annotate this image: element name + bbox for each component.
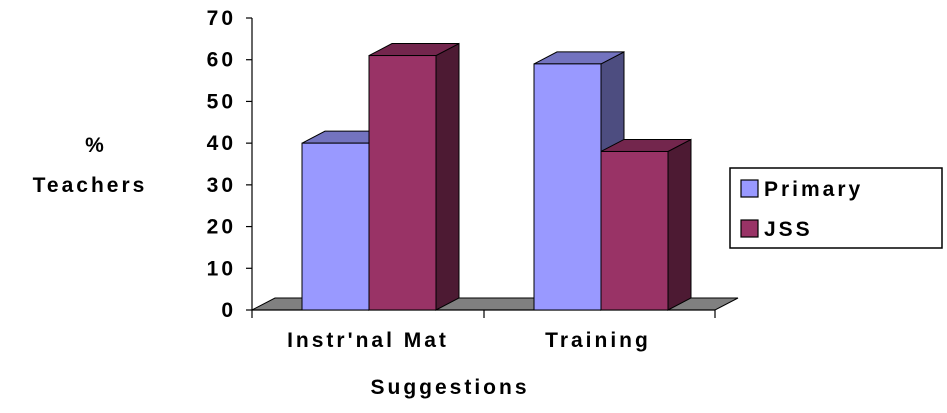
legend-swatch-jss [740, 219, 759, 238]
bar-front-face [600, 150, 669, 311]
legend-label-jss: JSS [764, 218, 813, 241]
x-axis-title: Suggestions [370, 376, 529, 399]
bar-front-face [533, 63, 602, 311]
y-axis-title-line-1: % [85, 134, 107, 157]
bar-side-face [667, 138, 692, 311]
bar [600, 138, 692, 311]
legend-swatch-primary [740, 179, 759, 198]
y-tick-label: 0 [221, 299, 236, 322]
x-axis: Instr'nal Mat Training [251, 310, 716, 352]
bar [368, 42, 460, 311]
bars-group [301, 42, 692, 311]
legend: Primary JSS [729, 167, 943, 249]
x-category-label: Instr'nal Mat [287, 329, 449, 352]
bar-side-face [435, 42, 460, 311]
y-tick-label: 10 [207, 257, 236, 280]
bar-front-face [368, 55, 437, 311]
bar-front-face [301, 142, 370, 311]
y-tick-label: 40 [207, 132, 236, 155]
legend-label-primary: Primary [764, 178, 863, 201]
legend-box [729, 167, 943, 249]
y-tick-label: 60 [207, 49, 236, 72]
x-category-label: Training [545, 329, 651, 352]
y-tick-label: 20 [207, 216, 236, 239]
y-tick-label: 70 [207, 7, 236, 30]
y-tick-label: 30 [207, 174, 236, 197]
y-axis-title-line-2: Teachers [33, 174, 148, 197]
y-tick-label: 50 [207, 90, 236, 113]
y-axis: 0 10 20 30 40 50 60 70 [207, 7, 253, 322]
